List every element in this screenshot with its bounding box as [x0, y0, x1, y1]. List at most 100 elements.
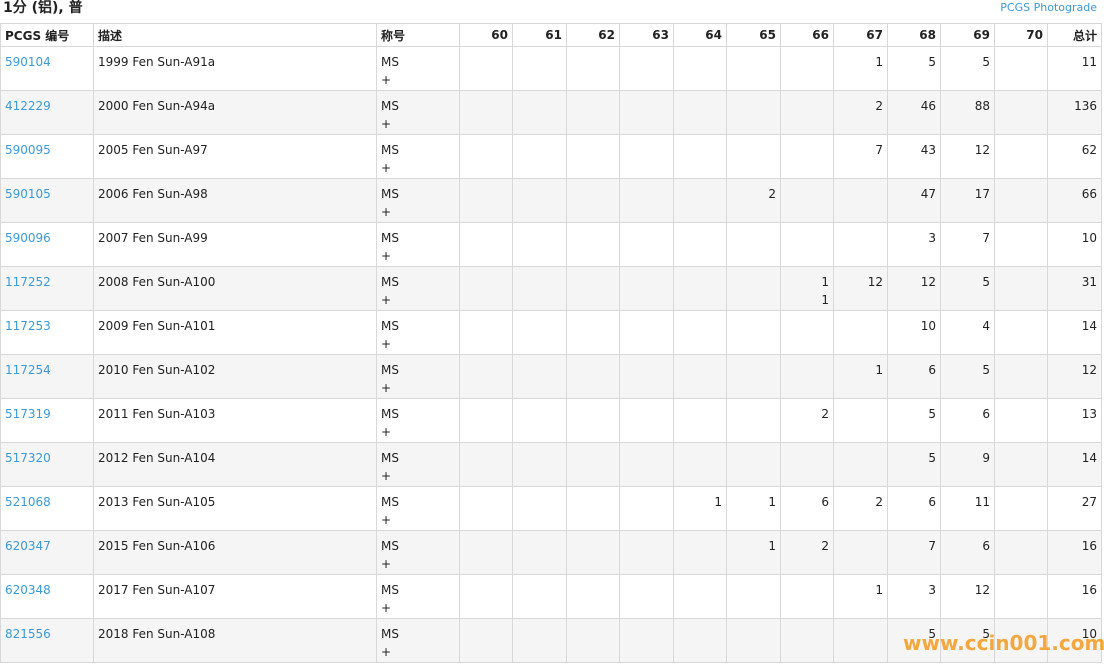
grade-cell — [673, 46, 727, 91]
description-cell: 2012 Fen Sun-A104 — [93, 442, 377, 487]
column-header: 60 — [459, 23, 513, 47]
grade-cell — [726, 398, 781, 443]
table-row: 521068 2013 Fen Sun-A105 MS +1 1 6 2 6 11 27 — [0, 486, 1102, 531]
grade-cell — [619, 486, 674, 531]
pcgs-id-link[interactable]: 521068 — [5, 495, 51, 509]
designation: MS — [381, 99, 399, 113]
grade-cell — [459, 90, 513, 135]
grade-cell — [780, 354, 834, 399]
grade-count: 6 — [928, 495, 936, 509]
grade-cell — [780, 90, 834, 135]
grade-cell — [566, 90, 620, 135]
grade-count: 5 — [982, 275, 990, 289]
designation: MS — [381, 187, 399, 201]
designation: + — [381, 73, 392, 87]
title: 1分 (铝), 普 — [3, 0, 83, 16]
table-row: 412229 2000 Fen Sun-A94a MS +2 46 88 136 — [0, 90, 1102, 135]
grade-cell: 11 — [940, 486, 995, 531]
designation-cell: MS + — [376, 310, 460, 355]
table-row: 620348 2017 Fen Sun-A107 MS +1 3 12 16 — [0, 574, 1102, 619]
grade-cell: 5 — [887, 442, 941, 487]
pcgs-id-link[interactable]: 517319 — [5, 407, 51, 421]
designation: + — [381, 337, 392, 351]
grade-cell: 6 — [940, 398, 995, 443]
grade-cell — [619, 310, 674, 355]
designation: MS — [381, 539, 399, 553]
grade-count: 6 — [982, 539, 990, 553]
pcgs-id-cell: 517319 — [0, 398, 94, 443]
column-header: 68 — [887, 23, 941, 47]
grade-cell — [566, 310, 620, 355]
grade-cell: 2 — [726, 178, 781, 223]
grade-cell — [673, 442, 727, 487]
table-body: 590104 1999 Fen Sun-A91a MS +1 5 5 11 412229 200… — [0, 46, 1102, 663]
photograde-link[interactable]: PCGS Photograde — [1000, 1, 1097, 14]
pcgs-id-link[interactable]: 117253 — [5, 319, 51, 333]
pcgs-id-link[interactable]: 620348 — [5, 583, 51, 597]
designation-cell: MS + — [376, 618, 460, 663]
pcgs-id-link[interactable]: 590096 — [5, 231, 51, 245]
grade-cell — [512, 266, 567, 311]
grade-count: 5 — [982, 627, 990, 641]
total-cell: 16 — [1047, 574, 1102, 619]
pcgs-id-link[interactable]: 117252 — [5, 275, 51, 289]
designation-cell: MS + — [376, 530, 460, 575]
grade-cell — [512, 46, 567, 91]
pcgs-id-link[interactable]: 412229 — [5, 99, 51, 113]
grade-count: 11 — [974, 495, 990, 509]
pcgs-id-cell: 517320 — [0, 442, 94, 487]
population-table: PCGS 编号 描述 称号 60 61 62 63 64 65 66 67 68 69 70 总计 5901… — [0, 23, 1102, 663]
grade-cell: 3 — [887, 222, 941, 267]
pcgs-id-link[interactable]: 590104 — [5, 55, 51, 69]
pcgs-id-cell: 521068 — [0, 486, 94, 531]
grade-cell — [780, 618, 834, 663]
grade-count: 12 — [974, 583, 990, 597]
pcgs-id-cell: 590096 — [0, 222, 94, 267]
grade-cell — [512, 222, 567, 267]
grade-count: 7 — [928, 539, 936, 553]
grade-cell — [619, 90, 674, 135]
designation: MS — [381, 319, 399, 333]
total-cell: 31 — [1047, 266, 1102, 311]
designation: + — [381, 293, 392, 307]
total-cell: 14 — [1047, 310, 1102, 355]
description-cell: 2007 Fen Sun-A99 — [93, 222, 377, 267]
grade-count: 1 — [714, 495, 722, 509]
column-header: 62 — [566, 23, 620, 47]
pcgs-id-link[interactable]: 590095 — [5, 143, 51, 157]
description-cell: 2015 Fen Sun-A106 — [93, 530, 377, 575]
designation: MS — [381, 407, 399, 421]
grade-cell — [566, 398, 620, 443]
grade-cell — [459, 442, 513, 487]
grade-cell — [780, 310, 834, 355]
grade-cell: 1 — [833, 46, 888, 91]
grade-cell: 6 — [940, 530, 995, 575]
pcgs-id-link[interactable]: 590105 — [5, 187, 51, 201]
grade-cell — [459, 266, 513, 311]
grade-cell — [780, 178, 834, 223]
designation-cell: MS + — [376, 46, 460, 91]
grade-cell — [994, 442, 1048, 487]
pcgs-id-link[interactable]: 117254 — [5, 363, 51, 377]
grade-cell — [512, 398, 567, 443]
column-header: 67 — [833, 23, 888, 47]
grade-cell — [512, 90, 567, 135]
grade-cell — [673, 266, 727, 311]
grade-cell: 12 — [940, 574, 995, 619]
column-header: 61 — [512, 23, 567, 47]
grade-cell — [673, 574, 727, 619]
grade-cell — [726, 574, 781, 619]
pcgs-id-link[interactable]: 821556 — [5, 627, 51, 641]
pcgs-id-cell: 590105 — [0, 178, 94, 223]
column-header: 描述 — [93, 23, 377, 47]
grade-cell — [994, 530, 1048, 575]
pcgs-id-link[interactable]: 517320 — [5, 451, 51, 465]
grade-count: 3 — [928, 231, 936, 245]
grade-count: 12 — [867, 275, 883, 289]
grade-count: 7 — [875, 143, 883, 157]
pcgs-id-link[interactable]: 620347 — [5, 539, 51, 553]
grade-cell: 7 — [833, 134, 888, 179]
description-cell: 2005 Fen Sun-A97 — [93, 134, 377, 179]
